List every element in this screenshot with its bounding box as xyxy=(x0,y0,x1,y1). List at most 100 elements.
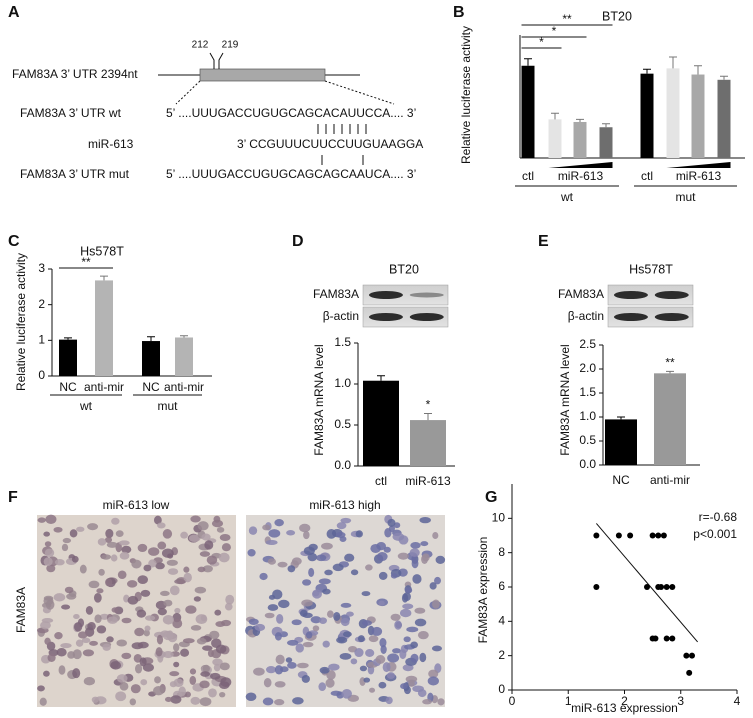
sig-star: ** xyxy=(665,356,675,370)
nucleus xyxy=(253,667,265,676)
nucleus xyxy=(58,665,66,675)
nucleus xyxy=(344,553,355,562)
nucleus xyxy=(330,690,342,696)
nucleus xyxy=(93,592,102,603)
nucleus xyxy=(218,681,230,689)
nucleus xyxy=(157,608,167,616)
nucleus xyxy=(221,543,231,552)
nucleus xyxy=(322,588,331,595)
sig-star: ** xyxy=(81,255,91,269)
nucleus xyxy=(422,553,430,562)
point xyxy=(686,669,693,676)
nucleus xyxy=(47,653,56,663)
nucleus xyxy=(435,555,446,564)
bar xyxy=(95,280,113,376)
nucleus xyxy=(368,635,379,643)
nucleus xyxy=(403,636,411,643)
error-bar xyxy=(551,112,559,120)
error-bar xyxy=(666,370,674,374)
nucleus xyxy=(180,648,190,657)
mir-sequence: 3’ CCGUUUCUUCCUUGUAAGGA xyxy=(237,137,423,151)
nucleus xyxy=(382,662,391,673)
nucleus xyxy=(297,662,309,669)
nucleus xyxy=(404,587,413,594)
point xyxy=(683,652,690,659)
x-tick-label: 0 xyxy=(509,694,516,708)
nucleus xyxy=(160,630,170,637)
y-axis-label: FAM83A mRNA level xyxy=(558,344,572,455)
nucleus xyxy=(159,590,170,597)
mut-label: FAM83A 3’ UTR mut xyxy=(20,167,130,181)
blot-band xyxy=(613,291,648,299)
nucleus xyxy=(208,688,217,698)
annotation: r=-0.68 xyxy=(699,510,738,524)
nucleus xyxy=(195,614,208,625)
nucleus xyxy=(139,657,147,667)
bar xyxy=(717,79,731,158)
y-axis-label: Relative luciferase activity xyxy=(459,26,473,164)
nucleus xyxy=(162,651,174,659)
nucleus xyxy=(350,569,359,576)
nucleus xyxy=(412,574,422,584)
nucleus xyxy=(164,696,173,702)
nucleus xyxy=(390,573,398,579)
nucleus xyxy=(336,531,346,539)
nucleus xyxy=(78,631,88,639)
nucleus xyxy=(196,637,207,645)
nucleus xyxy=(155,562,165,570)
error-bar xyxy=(524,58,532,66)
y-tick-label: 2 xyxy=(498,648,505,662)
error-bar xyxy=(377,375,385,381)
nucleus xyxy=(324,569,333,576)
nucleus xyxy=(420,541,429,547)
y-axis-label: FAM83A expression xyxy=(476,537,490,644)
nucleus xyxy=(414,618,427,627)
nucleus xyxy=(410,542,421,549)
nucleus xyxy=(111,607,119,613)
nucleus xyxy=(408,680,415,687)
blot xyxy=(607,306,694,328)
nucleus xyxy=(170,695,182,704)
nucleus xyxy=(305,631,313,639)
nucleus xyxy=(44,548,55,558)
nucleus xyxy=(189,675,197,686)
nucleus xyxy=(75,639,84,647)
nucleus xyxy=(363,677,371,683)
group-label: wt xyxy=(79,399,93,413)
nucleus xyxy=(137,641,149,649)
dose-label: miR-613 xyxy=(558,169,604,183)
nucleus xyxy=(302,612,313,619)
nucleus xyxy=(197,521,209,531)
panel-letter: C xyxy=(8,233,20,250)
utr-label: FAM83A 3’ UTR 2394nt xyxy=(12,67,138,81)
nucleus xyxy=(362,620,372,626)
nucleus xyxy=(144,615,156,621)
nucleus xyxy=(434,576,442,585)
nucleus xyxy=(96,625,107,634)
nucleus xyxy=(85,606,94,615)
nucleus xyxy=(154,676,161,684)
nucleus xyxy=(130,684,141,694)
group-label: mut xyxy=(675,190,696,204)
nucleus xyxy=(129,698,137,706)
x-axis-label: miR-613 expression xyxy=(571,701,678,715)
x-tick-label: 3 xyxy=(677,694,684,708)
blot-label: β-actin xyxy=(323,309,359,323)
mut-sequence: 5’ ....UUUGACCUGUGCAGCAGCAAUCA.... 3’ xyxy=(166,167,416,181)
nucleus xyxy=(219,534,231,541)
nucleus xyxy=(190,696,201,705)
bar xyxy=(605,419,637,465)
nucleus xyxy=(341,688,352,699)
nucleus xyxy=(73,622,83,632)
x-tick-label: ctl xyxy=(641,169,653,183)
nucleus xyxy=(224,602,233,611)
nucleus xyxy=(272,589,283,600)
nucleus xyxy=(225,594,235,605)
nucleus xyxy=(265,539,278,546)
nucleus xyxy=(326,529,337,539)
mir-label: miR-613 xyxy=(88,137,134,151)
nucleus xyxy=(274,681,286,688)
nucleus xyxy=(79,564,87,574)
x-tick-label: anti-mir xyxy=(84,380,124,394)
